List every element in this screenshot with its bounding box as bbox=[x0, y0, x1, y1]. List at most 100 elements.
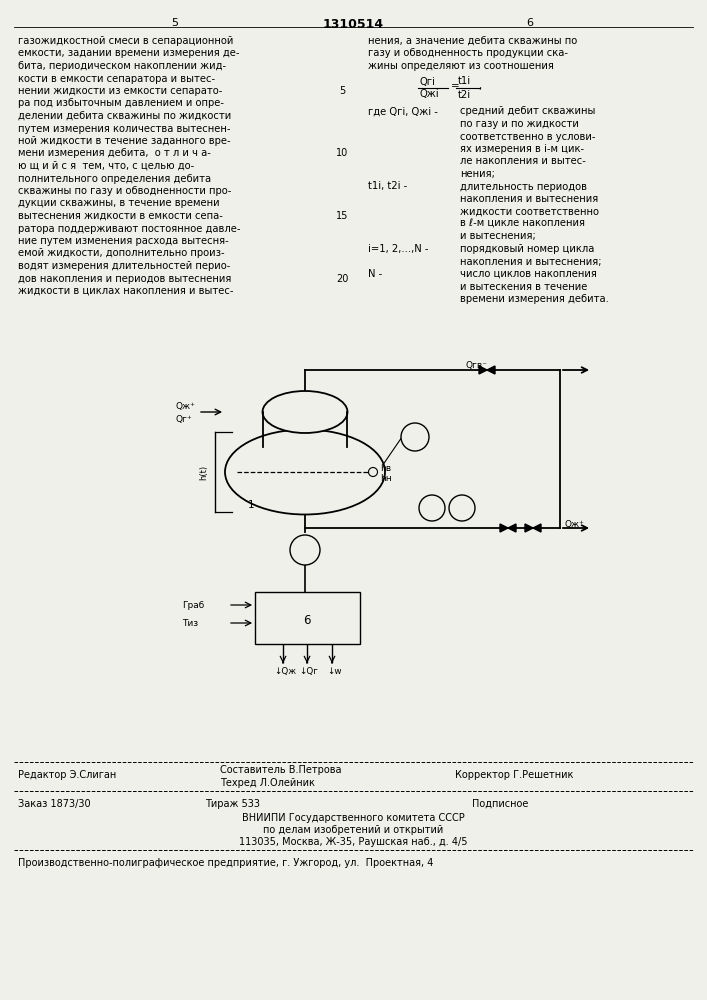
Text: 4: 4 bbox=[460, 508, 464, 518]
Text: ях измерения в i-м цик-: ях измерения в i-м цик- bbox=[460, 144, 584, 154]
Text: 5: 5 bbox=[172, 18, 178, 28]
Text: 10: 10 bbox=[336, 148, 348, 158]
Text: бита, периодическом накоплении жид-: бита, периодическом накоплении жид- bbox=[18, 61, 226, 71]
Text: Составитель В.Петрова: Составитель В.Петрова bbox=[220, 765, 341, 775]
Text: соответственно в услови-: соответственно в услови- bbox=[460, 131, 595, 141]
Text: PC: PC bbox=[427, 502, 437, 508]
Text: емкости, задании времени измерения де-: емкости, задании времени измерения де- bbox=[18, 48, 240, 58]
Text: накопления и вытеснения: накопления и вытеснения bbox=[460, 194, 598, 204]
Circle shape bbox=[368, 468, 378, 477]
Ellipse shape bbox=[262, 391, 348, 433]
Text: hн: hн bbox=[380, 474, 392, 483]
Text: число циклов накопления: число циклов накопления bbox=[460, 269, 597, 279]
Text: ние путем изменения расхода вытесня-: ние путем изменения расхода вытесня- bbox=[18, 236, 229, 246]
Text: 3: 3 bbox=[430, 508, 434, 518]
Ellipse shape bbox=[225, 430, 385, 514]
Text: кости в емкости сепаратора и вытес-: кости в емкости сепаратора и вытес- bbox=[18, 74, 215, 84]
Text: t1i, t2i -: t1i, t2i - bbox=[368, 182, 407, 192]
Text: средний дебит скважины: средний дебит скважины bbox=[460, 106, 595, 116]
Text: по делам изобретений и открытий: по делам изобретений и открытий bbox=[263, 825, 443, 835]
Text: скважины по газу и обводненности про-: скважины по газу и обводненности про- bbox=[18, 186, 231, 196]
Text: емой жидкости, дополнительно произ-: емой жидкости, дополнительно произ- bbox=[18, 248, 225, 258]
Polygon shape bbox=[508, 524, 516, 532]
Text: 15: 15 bbox=[336, 211, 348, 221]
Text: Qгв⁻: Qгв⁻ bbox=[466, 361, 488, 370]
Text: hв: hв bbox=[380, 464, 391, 473]
Text: Корректор Г.Решетник: Корректор Г.Решетник bbox=[455, 770, 573, 780]
Text: где Qгi, Qжi -: где Qгi, Qжi - bbox=[368, 106, 438, 116]
Text: и вытеснения;: и вытеснения; bbox=[460, 232, 536, 241]
Text: Qг⁺: Qг⁺ bbox=[176, 415, 192, 424]
Text: жидкости соответственно: жидкости соответственно bbox=[460, 207, 599, 217]
Text: ю щ и й с я  тем, что, с целью до-: ю щ и й с я тем, что, с целью до- bbox=[18, 161, 194, 171]
Text: =: = bbox=[451, 82, 460, 92]
Text: длительность периодов: длительность периодов bbox=[460, 182, 587, 192]
Text: ,: , bbox=[478, 82, 481, 92]
Text: полнительного определения дебита: полнительного определения дебита bbox=[18, 174, 211, 184]
Text: Qгi: Qгi bbox=[420, 77, 436, 87]
Text: N -: N - bbox=[368, 269, 382, 279]
Text: i=1, 2,...,N -: i=1, 2,...,N - bbox=[368, 244, 428, 254]
Text: LC: LC bbox=[410, 430, 420, 438]
Text: h(t): h(t) bbox=[199, 464, 209, 480]
Text: FQI: FQI bbox=[299, 543, 311, 549]
Text: 6: 6 bbox=[527, 18, 534, 28]
Polygon shape bbox=[525, 524, 533, 532]
Text: PC: PC bbox=[457, 502, 467, 508]
Text: ↓Qг: ↓Qг bbox=[299, 667, 318, 676]
Text: Тираж 533: Тираж 533 bbox=[205, 799, 260, 809]
Text: делении дебита скважины по жидкости: делении дебита скважины по жидкости bbox=[18, 111, 231, 121]
Text: времени измерения дебита.: времени измерения дебита. bbox=[460, 294, 609, 304]
Polygon shape bbox=[487, 366, 495, 374]
Text: Граб: Граб bbox=[182, 601, 204, 610]
Circle shape bbox=[419, 495, 445, 521]
Text: нении жидкости из емкости сепарато-: нении жидкости из емкости сепарато- bbox=[18, 86, 223, 96]
Text: в ℓ-м цикле накопления: в ℓ-м цикле накопления bbox=[460, 219, 585, 229]
Text: нения;: нения; bbox=[460, 169, 495, 179]
Text: 113035, Москва, Ж-35, Раушская наб., д. 4/5: 113035, Москва, Ж-35, Раушская наб., д. … bbox=[239, 837, 467, 847]
Circle shape bbox=[290, 535, 320, 565]
Text: 1: 1 bbox=[248, 500, 255, 510]
Polygon shape bbox=[533, 524, 541, 532]
Text: ра под избыточным давлением и опре-: ра под избыточным давлением и опре- bbox=[18, 99, 224, 108]
Text: ратора поддерживают постоянное давле-: ратора поддерживают постоянное давле- bbox=[18, 224, 240, 233]
Text: 1310514: 1310514 bbox=[322, 18, 384, 31]
Text: газу и обводненность продукции ска-: газу и обводненность продукции ска- bbox=[368, 48, 568, 58]
Text: Заказ 1873/30: Заказ 1873/30 bbox=[18, 799, 90, 809]
Text: 20: 20 bbox=[336, 273, 348, 284]
Circle shape bbox=[449, 495, 475, 521]
Text: Подписное: Подписное bbox=[472, 799, 528, 809]
Text: порядковый номер цикла: порядковый номер цикла bbox=[460, 244, 595, 254]
Text: вытеснения жидкости в емкости сепа-: вытеснения жидкости в емкости сепа- bbox=[18, 211, 223, 221]
Text: по газу и по жидкости: по газу и по жидкости bbox=[460, 119, 579, 129]
Text: Qж⁺: Qж⁺ bbox=[565, 520, 585, 529]
Text: t2i: t2i bbox=[458, 90, 471, 100]
Text: Qж⁺: Qж⁺ bbox=[176, 402, 196, 411]
Circle shape bbox=[401, 423, 429, 451]
Text: Тиз: Тиз bbox=[182, 619, 198, 628]
Text: Qжi: Qжi bbox=[420, 90, 440, 100]
Text: путем измерения количества вытеснен-: путем измерения количества вытеснен- bbox=[18, 123, 230, 133]
Text: 2: 2 bbox=[413, 438, 417, 446]
Text: 5: 5 bbox=[303, 550, 308, 560]
Text: Редактор Э.Слиган: Редактор Э.Слиган bbox=[18, 770, 116, 780]
Text: газожидкостной смеси в сепарационной: газожидкостной смеси в сепарационной bbox=[18, 36, 233, 46]
Text: нения, а значение дебита скважины по: нения, а значение дебита скважины по bbox=[368, 36, 577, 46]
Text: 6: 6 bbox=[303, 613, 311, 626]
Text: Техред Л.Олейник: Техред Л.Олейник bbox=[220, 778, 315, 788]
Text: 5: 5 bbox=[339, 86, 345, 96]
Text: t1i: t1i bbox=[458, 77, 471, 87]
Text: ной жидкости в течение заданного вре-: ной жидкости в течение заданного вре- bbox=[18, 136, 230, 146]
Text: дукции скважины, в течение времени: дукции скважины, в течение времени bbox=[18, 198, 220, 209]
Text: жины определяют из соотношения: жины определяют из соотношения bbox=[368, 61, 554, 71]
Text: ВНИИПИ Государственного комитета СССР: ВНИИПИ Государственного комитета СССР bbox=[242, 813, 464, 823]
Text: ле накопления и вытес-: ле накопления и вытес- bbox=[460, 156, 586, 166]
Text: и вытескения в течение: и вытескения в течение bbox=[460, 282, 588, 292]
Text: ↓Qж: ↓Qж bbox=[274, 667, 296, 676]
Text: жидкости в циклах накопления и вытес-: жидкости в циклах накопления и вытес- bbox=[18, 286, 233, 296]
Bar bbox=[255, 592, 360, 644]
Text: ↓w: ↓w bbox=[327, 667, 341, 676]
Text: накопления и вытеснения;: накопления и вытеснения; bbox=[460, 256, 602, 266]
Text: водят измерения длительностей перио-: водят измерения длительностей перио- bbox=[18, 261, 230, 271]
Text: мени измерения дебита,  о т л и ч а-: мени измерения дебита, о т л и ч а- bbox=[18, 148, 211, 158]
